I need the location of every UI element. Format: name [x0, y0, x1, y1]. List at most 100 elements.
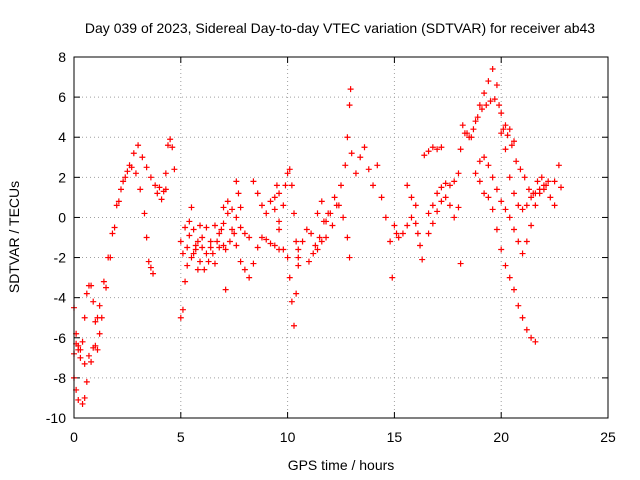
data-point [96, 302, 103, 309]
data-point [162, 170, 169, 177]
data-point [487, 98, 494, 105]
data-point [81, 360, 88, 367]
data-point [197, 258, 204, 265]
data-point [389, 274, 396, 281]
data-point [457, 146, 464, 153]
data-point [207, 238, 214, 245]
data-point [205, 258, 212, 265]
data-point [81, 394, 88, 401]
data-point [194, 266, 201, 273]
data-point [519, 314, 526, 321]
data-point [404, 222, 411, 229]
data-point [147, 174, 154, 181]
data-point [207, 244, 214, 251]
data-point [85, 352, 92, 359]
data-point [365, 166, 372, 173]
data-point [77, 354, 84, 361]
data-point [186, 232, 193, 239]
data-point [233, 178, 240, 185]
data-point [162, 186, 169, 193]
data-point [374, 162, 381, 169]
data-point [98, 314, 105, 321]
data-point [346, 254, 353, 261]
y-tick-label: 8 [58, 49, 66, 65]
data-point [316, 234, 323, 241]
data-point [250, 260, 257, 267]
data-point [483, 102, 490, 109]
data-point [258, 202, 265, 209]
data-point [79, 400, 86, 407]
data-point [408, 194, 415, 201]
data-point [513, 158, 520, 165]
data-point [254, 244, 261, 251]
data-point [378, 194, 385, 201]
data-point [286, 166, 293, 173]
data-point [506, 274, 513, 281]
y-tick-label: -10 [46, 410, 66, 426]
data-point [199, 234, 206, 241]
data-point [511, 286, 518, 293]
data-point [438, 184, 445, 191]
data-point [284, 254, 291, 261]
data-point [291, 210, 298, 217]
data-point [540, 186, 547, 193]
data-point [511, 190, 518, 197]
data-point [348, 150, 355, 157]
data-point [291, 322, 298, 329]
data-point [286, 274, 293, 281]
data-point [515, 202, 522, 209]
data-point [197, 222, 204, 229]
data-point [224, 210, 231, 217]
data-point [489, 174, 496, 181]
data-point [543, 182, 550, 189]
y-tick-label: -6 [54, 330, 67, 346]
y-tick-label: 6 [58, 89, 66, 105]
data-point [551, 202, 558, 209]
data-point [412, 202, 419, 209]
data-point [246, 234, 253, 241]
data-point [115, 198, 122, 205]
data-point [156, 184, 163, 191]
data-point [295, 262, 302, 269]
data-point [455, 170, 462, 177]
data-point [323, 234, 330, 241]
data-point [293, 290, 300, 297]
data-point [147, 264, 154, 271]
data-point [182, 224, 189, 231]
data-point [220, 204, 227, 211]
data-point [474, 114, 481, 121]
data-point [408, 214, 415, 221]
data-point [237, 258, 244, 265]
data-point [438, 198, 445, 205]
data-point [515, 302, 522, 309]
plot-frame [73, 56, 609, 419]
data-point [493, 186, 500, 193]
data-point [288, 182, 295, 189]
data-point [352, 170, 359, 177]
data-point [318, 238, 325, 245]
data-point [446, 182, 453, 189]
data-point [100, 278, 107, 285]
data-point [331, 194, 338, 201]
data-point [504, 132, 511, 139]
data-point [203, 224, 210, 231]
axis-ticks: 0 5 10 15 20 25 -10 -8 -6 -4 -2 0 2 4 6 8 [46, 49, 616, 445]
data-point [143, 164, 150, 171]
data-point [347, 86, 354, 93]
data-point [111, 224, 118, 231]
y-tick-label: 2 [58, 169, 66, 185]
data-point [399, 230, 406, 237]
data-point [357, 154, 364, 161]
data-point [233, 242, 240, 249]
data-point [425, 230, 432, 237]
data-point [295, 246, 302, 253]
data-point [511, 138, 518, 145]
data-point [222, 246, 229, 253]
data-point [271, 242, 278, 249]
data-point [419, 256, 426, 263]
data-point [222, 286, 229, 293]
data-point [530, 190, 537, 197]
data-point [152, 182, 159, 189]
data-point [167, 136, 174, 143]
data-point [502, 122, 509, 129]
